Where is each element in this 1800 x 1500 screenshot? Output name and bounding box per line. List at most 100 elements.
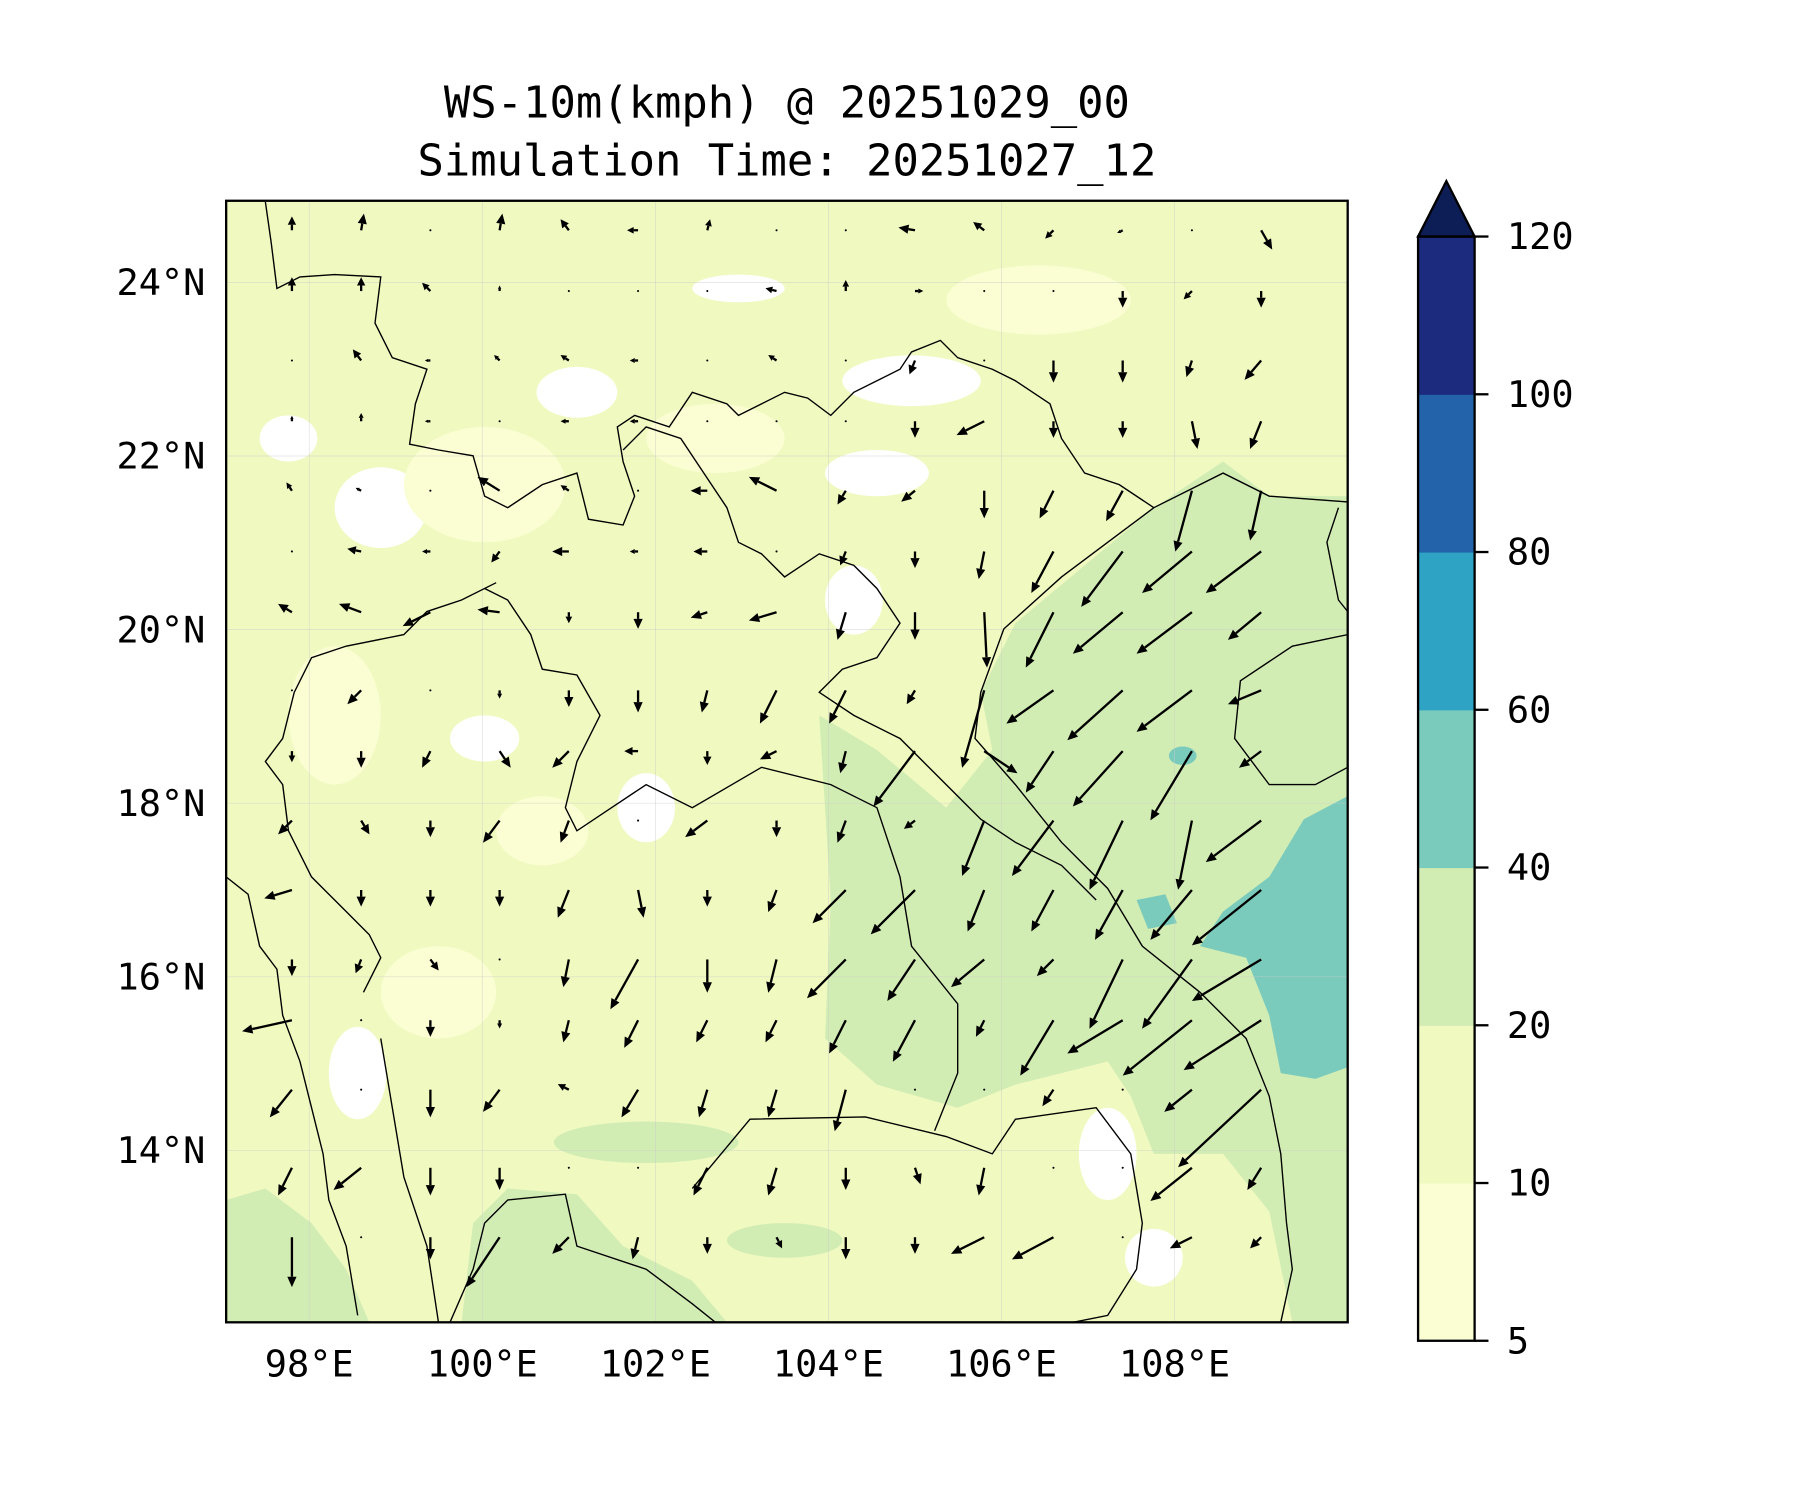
wind-vector <box>1178 1088 1262 1168</box>
wind-vector <box>357 213 367 231</box>
y-tick-label: 24°N <box>116 261 205 304</box>
wind-vector-head <box>1089 1017 1099 1029</box>
wind-vector-shaft <box>429 958 435 965</box>
colorbar-tick-label: 80 <box>1507 531 1551 574</box>
wind-vector-head <box>633 618 643 629</box>
wind-vector-head <box>765 286 773 294</box>
wind-vector-head <box>629 548 635 554</box>
wind-vector-head <box>766 981 776 993</box>
wind-vector <box>967 889 986 932</box>
wind-vector-dot <box>1052 290 1055 293</box>
wind-vector <box>910 551 920 569</box>
field-below-5 <box>259 274 1183 1287</box>
wind-vector <box>633 690 643 713</box>
wind-vector <box>1250 1236 1262 1249</box>
wind-vector-head <box>1249 437 1259 449</box>
wind-vector <box>693 1167 709 1196</box>
field-20-40 <box>226 461 1348 1323</box>
y-tick-label: 22°N <box>116 435 205 478</box>
wind-vector-head <box>873 795 884 807</box>
wind-vector <box>702 890 712 907</box>
wind-vector-head <box>870 923 882 935</box>
wind-vector <box>1025 611 1055 668</box>
wind-vector-head <box>829 1042 838 1054</box>
wind-vector <box>483 819 501 843</box>
wind-vector-head <box>1185 365 1195 378</box>
wind-vector-dot <box>775 229 778 232</box>
wind-vector <box>1183 290 1193 300</box>
wind-vector-shaft <box>1047 1089 1055 1099</box>
wind-vector-shaft <box>909 819 916 825</box>
wind-vector <box>1045 229 1055 239</box>
wind-vector-head <box>1067 729 1079 741</box>
wind-vector <box>290 359 293 362</box>
wind-vector-shaft <box>558 1236 570 1248</box>
wind-vector <box>1095 889 1124 940</box>
wind-vector <box>765 1019 778 1043</box>
wind-vector <box>1011 819 1055 876</box>
wind-vector <box>775 420 778 423</box>
x-tick-label: 108°E <box>1119 1343 1230 1386</box>
wind-vector <box>425 1020 435 1037</box>
wind-vector <box>624 746 639 756</box>
wind-vector <box>841 1167 851 1190</box>
wind-vector-shaft <box>1110 490 1124 513</box>
wind-vector <box>429 229 432 232</box>
wind-vector-dot <box>983 359 986 362</box>
wind-vector-head <box>425 827 435 838</box>
wind-vector-head <box>1036 965 1048 977</box>
wind-vector-shaft <box>839 611 847 631</box>
wind-vector-dot <box>498 958 501 961</box>
wind-vector <box>629 358 639 363</box>
wind-vector-shaft <box>965 420 985 432</box>
wind-vector <box>637 1166 640 1169</box>
wind-vector <box>633 612 643 629</box>
wind-vector-head <box>956 426 968 436</box>
wind-vector-head <box>430 961 439 971</box>
wind-vector-dot <box>429 489 432 492</box>
wind-vector-head <box>497 285 502 289</box>
wind-vector-shaft <box>636 889 643 908</box>
wind-vector <box>1249 420 1263 449</box>
wind-vector-shaft <box>498 223 502 231</box>
wind-vector-shaft <box>896 1019 917 1054</box>
wind-vector <box>1173 490 1194 552</box>
wind-vector-head <box>975 1025 985 1037</box>
wind-vector-shaft <box>1156 889 1193 933</box>
wind-vector <box>844 359 847 362</box>
wind-vector-shaft <box>348 606 362 614</box>
wind-vector-shaft <box>706 225 710 231</box>
wind-vector <box>347 546 362 555</box>
wind-vector-head <box>1025 656 1035 668</box>
wind-vector <box>402 611 431 627</box>
wind-vector-shaft <box>1178 1236 1193 1245</box>
wind-vector-dot <box>983 290 986 293</box>
wind-vector-head <box>685 827 697 838</box>
wind-vector-head <box>702 1243 712 1254</box>
wind-vector-shaft <box>964 820 986 867</box>
wind-vector-head <box>422 282 430 291</box>
wind-vector-shaft <box>1213 550 1262 588</box>
wind-vector <box>981 612 992 668</box>
wind-vector-head <box>356 896 366 907</box>
wind-vector-head <box>1106 509 1116 522</box>
wind-vector <box>286 482 293 492</box>
wind-vector-head <box>497 693 503 699</box>
wind-vector-head <box>906 693 916 705</box>
wind-vector-head <box>748 613 761 622</box>
wind-vector <box>1031 550 1055 594</box>
wind-vector-shaft <box>819 889 847 917</box>
wind-vector <box>839 551 848 566</box>
wind-vector <box>913 1088 917 1091</box>
wind-vector-head <box>495 896 505 907</box>
wind-vector-shaft <box>840 820 847 834</box>
wind-vector-shaft <box>703 690 709 703</box>
colorbar-tick-label: 20 <box>1507 1004 1551 1047</box>
wind-vector-shaft <box>758 611 777 619</box>
wind-vector <box>759 750 778 760</box>
wind-vectors <box>242 213 1273 1288</box>
wind-vector <box>910 1237 920 1254</box>
wind-vector-shaft <box>411 611 431 623</box>
y-tick-label: 14°N <box>116 1129 205 1172</box>
wind-vector <box>496 213 506 231</box>
